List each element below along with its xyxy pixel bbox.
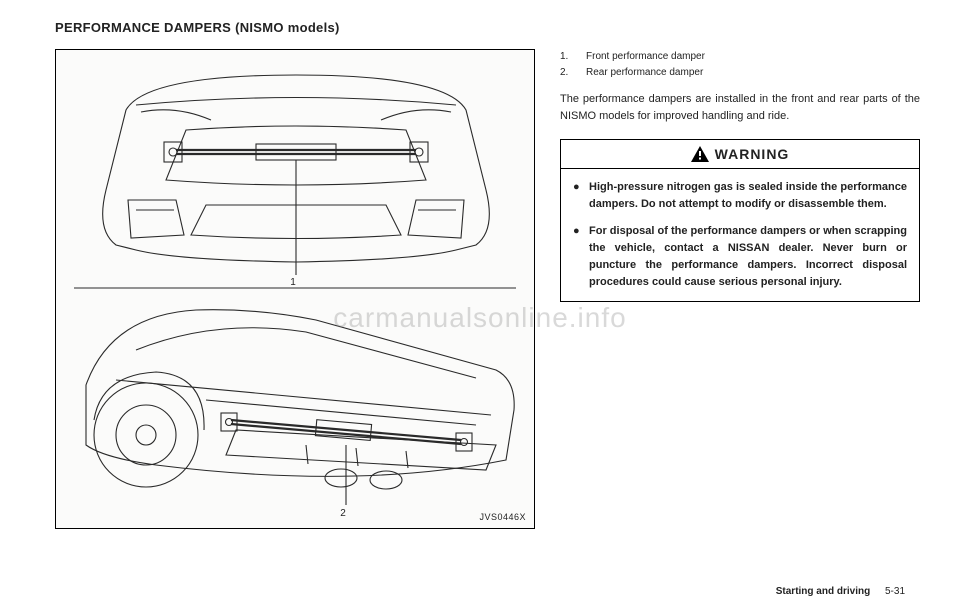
damper-illustration: 1 <box>56 50 534 528</box>
warning-item: ● For disposal of the performance damper… <box>573 223 907 291</box>
warning-item: ● High-pressure nitrogen gas is sealed i… <box>573 179 907 213</box>
figure-column: 1 <box>55 49 535 529</box>
page-footer: Starting and driving 5-31 <box>776 586 905 597</box>
callout-1-label: 1 <box>290 277 296 288</box>
warning-text: For disposal of the performance dampers … <box>589 223 907 291</box>
warning-icon <box>691 146 709 162</box>
legend-list: 1. Front performance damper 2. Rear perf… <box>560 49 920 81</box>
legend-num: 2. <box>560 65 574 81</box>
warning-header: WARNING <box>561 140 919 169</box>
footer-section: Starting and driving <box>776 586 870 597</box>
section-title: PERFORMANCE DAMPERS (NISMO models) <box>55 20 920 35</box>
warning-box: WARNING ● High-pressure nitrogen gas is … <box>560 139 920 302</box>
legend-item: 1. Front performance damper <box>560 49 920 65</box>
bullet-dot: ● <box>573 179 589 213</box>
legend-num: 1. <box>560 49 574 65</box>
warning-body: ● High-pressure nitrogen gas is sealed i… <box>561 169 919 301</box>
figure-box: 1 <box>55 49 535 529</box>
body-paragraph: The performance dampers are installed in… <box>560 91 920 124</box>
warning-text: High-pressure nitrogen gas is sealed ins… <box>589 179 907 213</box>
callout-2-label: 2 <box>340 508 346 519</box>
warning-label: WARNING <box>715 146 790 162</box>
page-content: 1 <box>55 49 920 529</box>
legend-text: Rear performance damper <box>586 65 703 81</box>
legend-item: 2. Rear performance damper <box>560 65 920 81</box>
legend-text: Front performance damper <box>586 49 705 65</box>
bullet-dot: ● <box>573 223 589 291</box>
footer-page: 5-31 <box>885 586 905 597</box>
figure-code: JVS0446X <box>479 512 526 522</box>
text-column: 1. Front performance damper 2. Rear perf… <box>560 49 920 529</box>
